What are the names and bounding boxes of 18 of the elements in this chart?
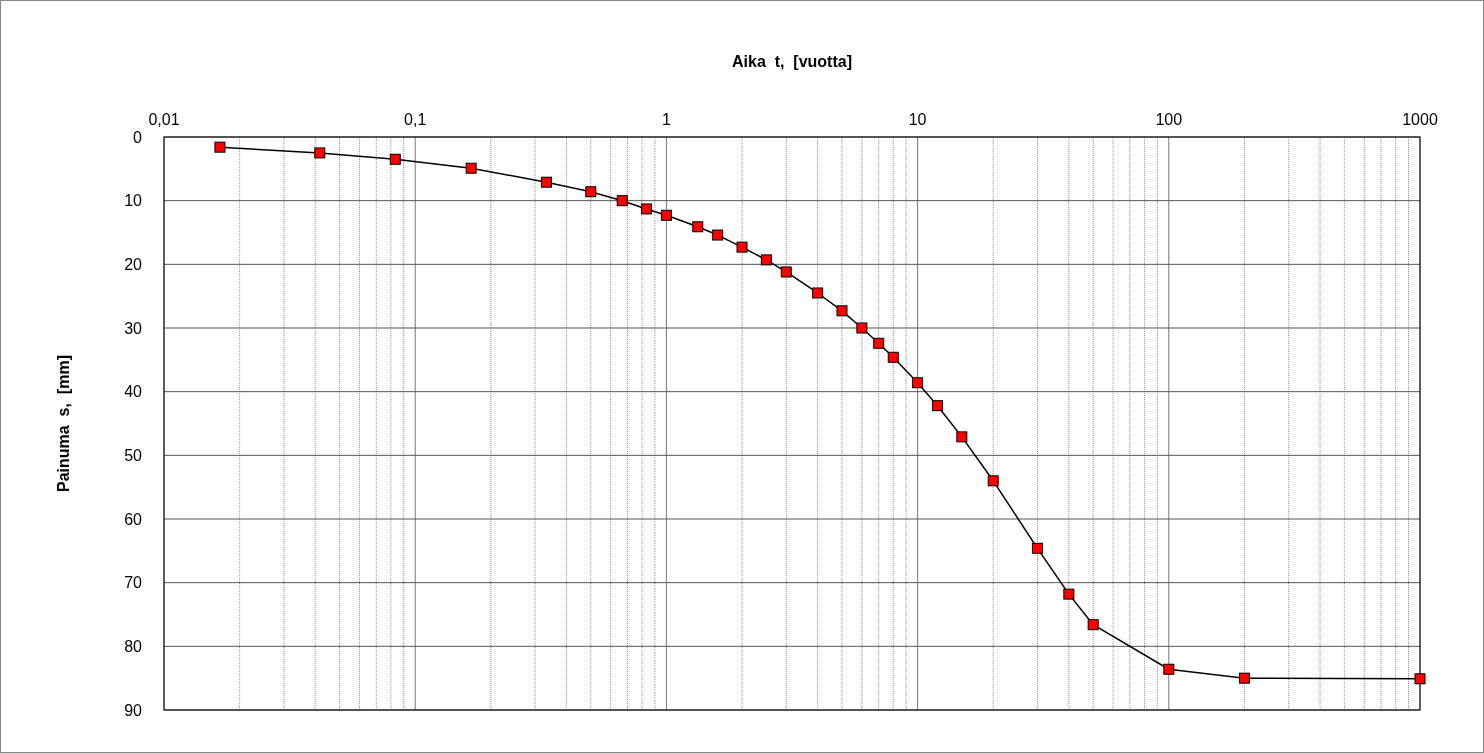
y-tick-label: 80	[124, 637, 143, 655]
y-tick-label: 10	[124, 192, 143, 210]
y-tick-label: 50	[124, 446, 143, 464]
y-tick-label: 60	[124, 510, 143, 528]
x-axis-title: Aika t, [vuotta]	[731, 53, 853, 70]
y-tick-label: 0	[133, 128, 143, 146]
y-tick-label: 90	[124, 701, 143, 719]
x-tick-label: 100	[1155, 111, 1183, 128]
x-tick-label: 10	[908, 111, 927, 128]
y-tick-label: 40	[124, 383, 143, 401]
y-tick-label: 70	[124, 574, 143, 592]
x-tick-label: 0,01	[148, 111, 180, 128]
y-tick-label: 30	[124, 319, 143, 337]
x-tick-label: 0,1	[404, 111, 427, 128]
y-tick-label: 20	[124, 255, 143, 273]
x-tick-label: 1	[661, 111, 671, 128]
x-tick-label: 1000	[1402, 111, 1438, 128]
y-axis-title: Painuma s, [mm]	[55, 355, 72, 492]
